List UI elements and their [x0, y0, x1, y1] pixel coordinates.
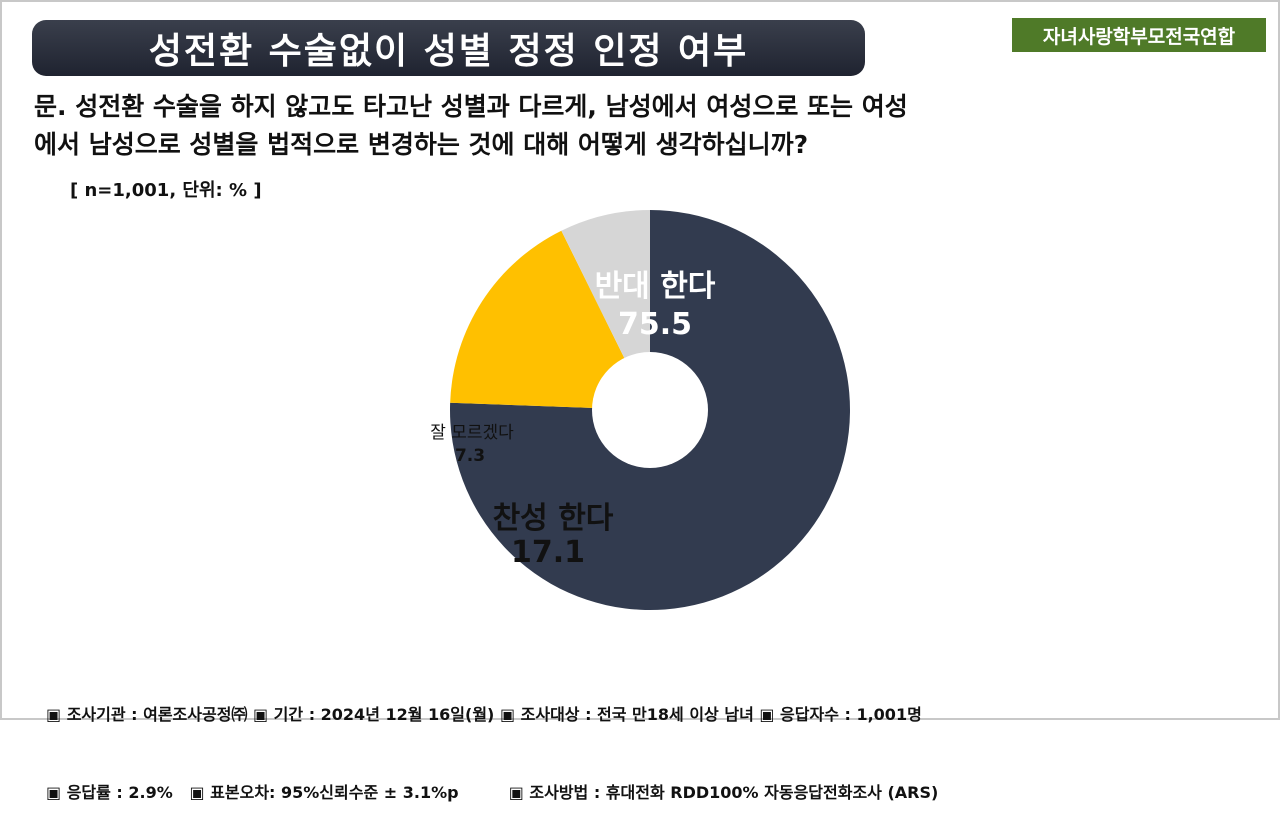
- slice-label-support: 찬성 한다: [493, 501, 614, 536]
- page-title: 성전환 수술없이 성별 정정 인정 여부: [148, 31, 749, 72]
- org-name: 자녀사랑학부모전국연합: [1042, 25, 1236, 48]
- slice-label-unsure: 잘 모르겠다: [430, 423, 514, 443]
- question-line-2: 에서 남성으로 성별을 법적으로 변경하는 것에 대해 어떻게 생각하십니까?: [34, 130, 809, 159]
- org-badge: 자녀사랑학부모전국연합: [1012, 18, 1266, 52]
- footer-line-2: ▣ 응답률 : 2.9% ▣ 표본오차: 95%신뢰수준 ± 3.1%p ▣ 조…: [46, 783, 939, 802]
- slide-frame: [0, 0, 1280, 720]
- slice-value-unsure: 7.3: [455, 446, 485, 466]
- slice-value-support: 17.1: [511, 535, 585, 570]
- slice-label-oppose: 반대 한다: [595, 269, 716, 304]
- slice-value-oppose: 75.5: [618, 307, 692, 342]
- donut-hole: [592, 352, 708, 468]
- title-banner: 성전환 수술없이 성별 정정 인정 여부: [32, 20, 865, 76]
- question-line-1: 문. 성전환 수술을 하지 않고도 타고난 성별과 다르게, 남성에서 여성으로…: [34, 92, 908, 121]
- donut-chart: 반대 한다 75.5 찬성 한다 17.1 잘 모르겠다 7.3: [430, 210, 850, 610]
- slice-support: [450, 230, 650, 410]
- question-text: 문. 성전환 수술을 하지 않고도 타고난 성별과 다르게, 남성에서 여성으로…: [34, 88, 1254, 164]
- footer-line-1: ▣ 조사기관 : 여론조사공정㈜ ▣ 기간 : 2024년 12월 16일(월)…: [46, 705, 922, 724]
- survey-footer: ▣ 조사기관 : 여론조사공정㈜ ▣ 기간 : 2024년 12월 16일(월)…: [46, 650, 938, 832]
- sample-note: [ n=1,001, 단위: % ]: [70, 180, 262, 201]
